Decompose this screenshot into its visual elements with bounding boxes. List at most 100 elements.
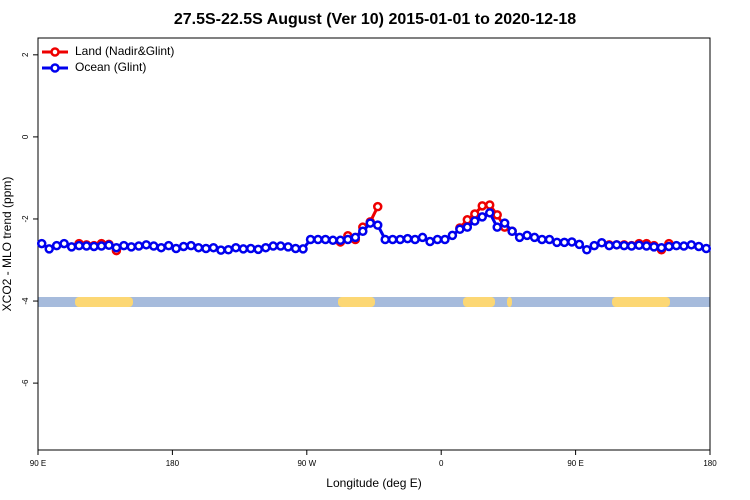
series-point [507,226,517,237]
series-point [246,243,256,254]
series-point [656,242,667,253]
series-point [372,220,383,230]
series-point [559,237,570,248]
series-point [634,240,644,250]
series-point [253,244,264,255]
x-tick-label: 90 E [567,459,583,468]
series-point [671,240,682,251]
series-point [298,244,308,254]
series-point [522,230,532,241]
series-point [81,241,92,251]
series-point [89,241,99,252]
series-point [59,238,69,249]
series-point [66,242,77,252]
series-point [208,242,219,253]
series-point [664,241,674,252]
series-point [470,216,480,226]
series-point [484,200,495,210]
series-point [260,242,271,253]
series-point [275,241,286,251]
series-point [574,239,585,250]
land-mask [463,297,495,307]
legend-marker [50,63,60,73]
series-point [626,241,637,251]
series-point [148,241,159,251]
series-point [156,242,166,253]
series-point [193,242,204,253]
series-point [679,241,689,251]
series-point [537,234,547,245]
series-point [499,218,510,228]
series-point [104,240,114,250]
series-point [328,235,338,246]
series-point [119,240,129,251]
series-point [74,240,84,251]
series-point [171,243,181,254]
x-tick-label: 180 [166,459,180,468]
y-tick-label: -4 [21,297,30,305]
series-point [462,215,473,225]
series-point [305,234,316,245]
series-point [604,240,614,251]
series-point [141,240,152,250]
series-point [36,238,47,249]
y-axis-label: XCO2 - MLO trend (ppm) [0,177,14,312]
x-tick-label: 180 [703,459,717,468]
y-tick-label: -2 [21,215,30,223]
series-point [365,218,376,228]
series-point [582,244,592,255]
series-point [410,234,420,245]
series-point [484,208,495,218]
legend-marker [50,47,60,57]
land-mask [75,297,133,307]
series-point [343,234,353,245]
series-point [268,241,278,251]
series-point [96,241,107,251]
land-mask [507,297,512,307]
series-point [425,236,435,247]
x-tick-label: 90 E [30,459,46,468]
series-point [596,238,607,248]
series-point [432,234,443,245]
y-tick-label: -6 [21,379,30,387]
series-point [163,240,174,251]
series-point [641,241,652,251]
series-point [649,242,659,252]
series-point [231,242,241,253]
series-point [611,240,622,250]
y-tick-label: 2 [21,52,30,57]
series-point [694,241,704,252]
series-point [455,224,465,234]
series-point [320,234,331,245]
series-point [619,240,629,251]
series-point [313,234,323,245]
x-tick-label: 0 [439,459,444,468]
series-point [44,244,54,254]
series-point [477,212,488,222]
series-point [492,210,502,220]
series-point [387,234,398,245]
series-point [544,234,555,245]
series-point [380,234,390,245]
series-point [552,237,562,248]
series-point [178,241,189,252]
series-point [477,201,488,211]
series-point [447,230,458,241]
series-point [186,240,196,251]
series-point [589,240,600,251]
series-point [216,245,226,255]
land-mask [338,297,375,307]
series-point [417,232,428,243]
series-point [238,244,249,254]
series-point [290,243,301,254]
land-mask [612,297,670,307]
series-point [402,233,413,244]
series-point [514,232,525,243]
series-point [134,241,144,251]
series-point [126,242,137,252]
series-point [529,232,540,243]
series-point [395,234,405,245]
series-point [358,226,368,237]
series-point [223,244,234,255]
